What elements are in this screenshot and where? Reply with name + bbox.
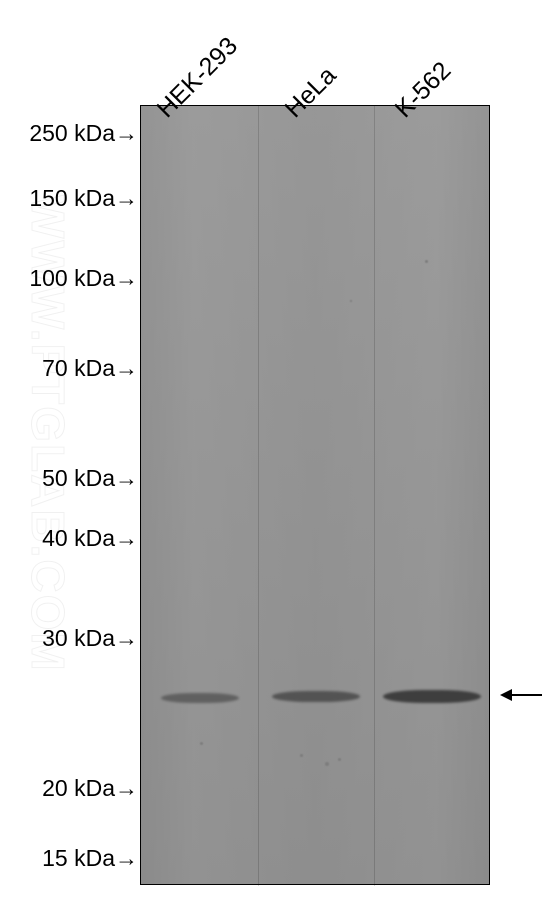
- blot-membrane: [140, 105, 490, 885]
- marker-40: 40 kDa→: [42, 525, 138, 552]
- band-lane-1: [272, 691, 360, 702]
- speck: [300, 754, 303, 757]
- marker-50: 50 kDa→: [42, 465, 138, 492]
- speck: [325, 762, 329, 766]
- arrow-stem: [512, 694, 542, 696]
- marker-20: 20 kDa→: [42, 775, 138, 802]
- marker-250: 250 kDa→: [29, 120, 138, 147]
- lane-divider-1: [258, 106, 259, 886]
- marker-30: 30 kDa→: [42, 625, 138, 652]
- marker-150: 150 kDa→: [29, 185, 138, 212]
- lane-divider-2: [374, 106, 375, 886]
- marker-15: 15 kDa→: [42, 845, 138, 872]
- band-lane-0: [161, 693, 239, 703]
- band-lane-2: [383, 690, 481, 703]
- target-band-arrow: [500, 689, 542, 701]
- speck: [425, 260, 428, 263]
- speck: [338, 758, 341, 761]
- speck: [200, 742, 203, 745]
- figure-container: HEK-293 HeLa K-562 250 kDa→ 150 kDa→ 100…: [0, 0, 550, 903]
- arrow-head-icon: [500, 689, 512, 701]
- marker-100: 100 kDa→: [29, 265, 138, 292]
- marker-70: 70 kDa→: [42, 355, 138, 382]
- speck: [350, 300, 352, 302]
